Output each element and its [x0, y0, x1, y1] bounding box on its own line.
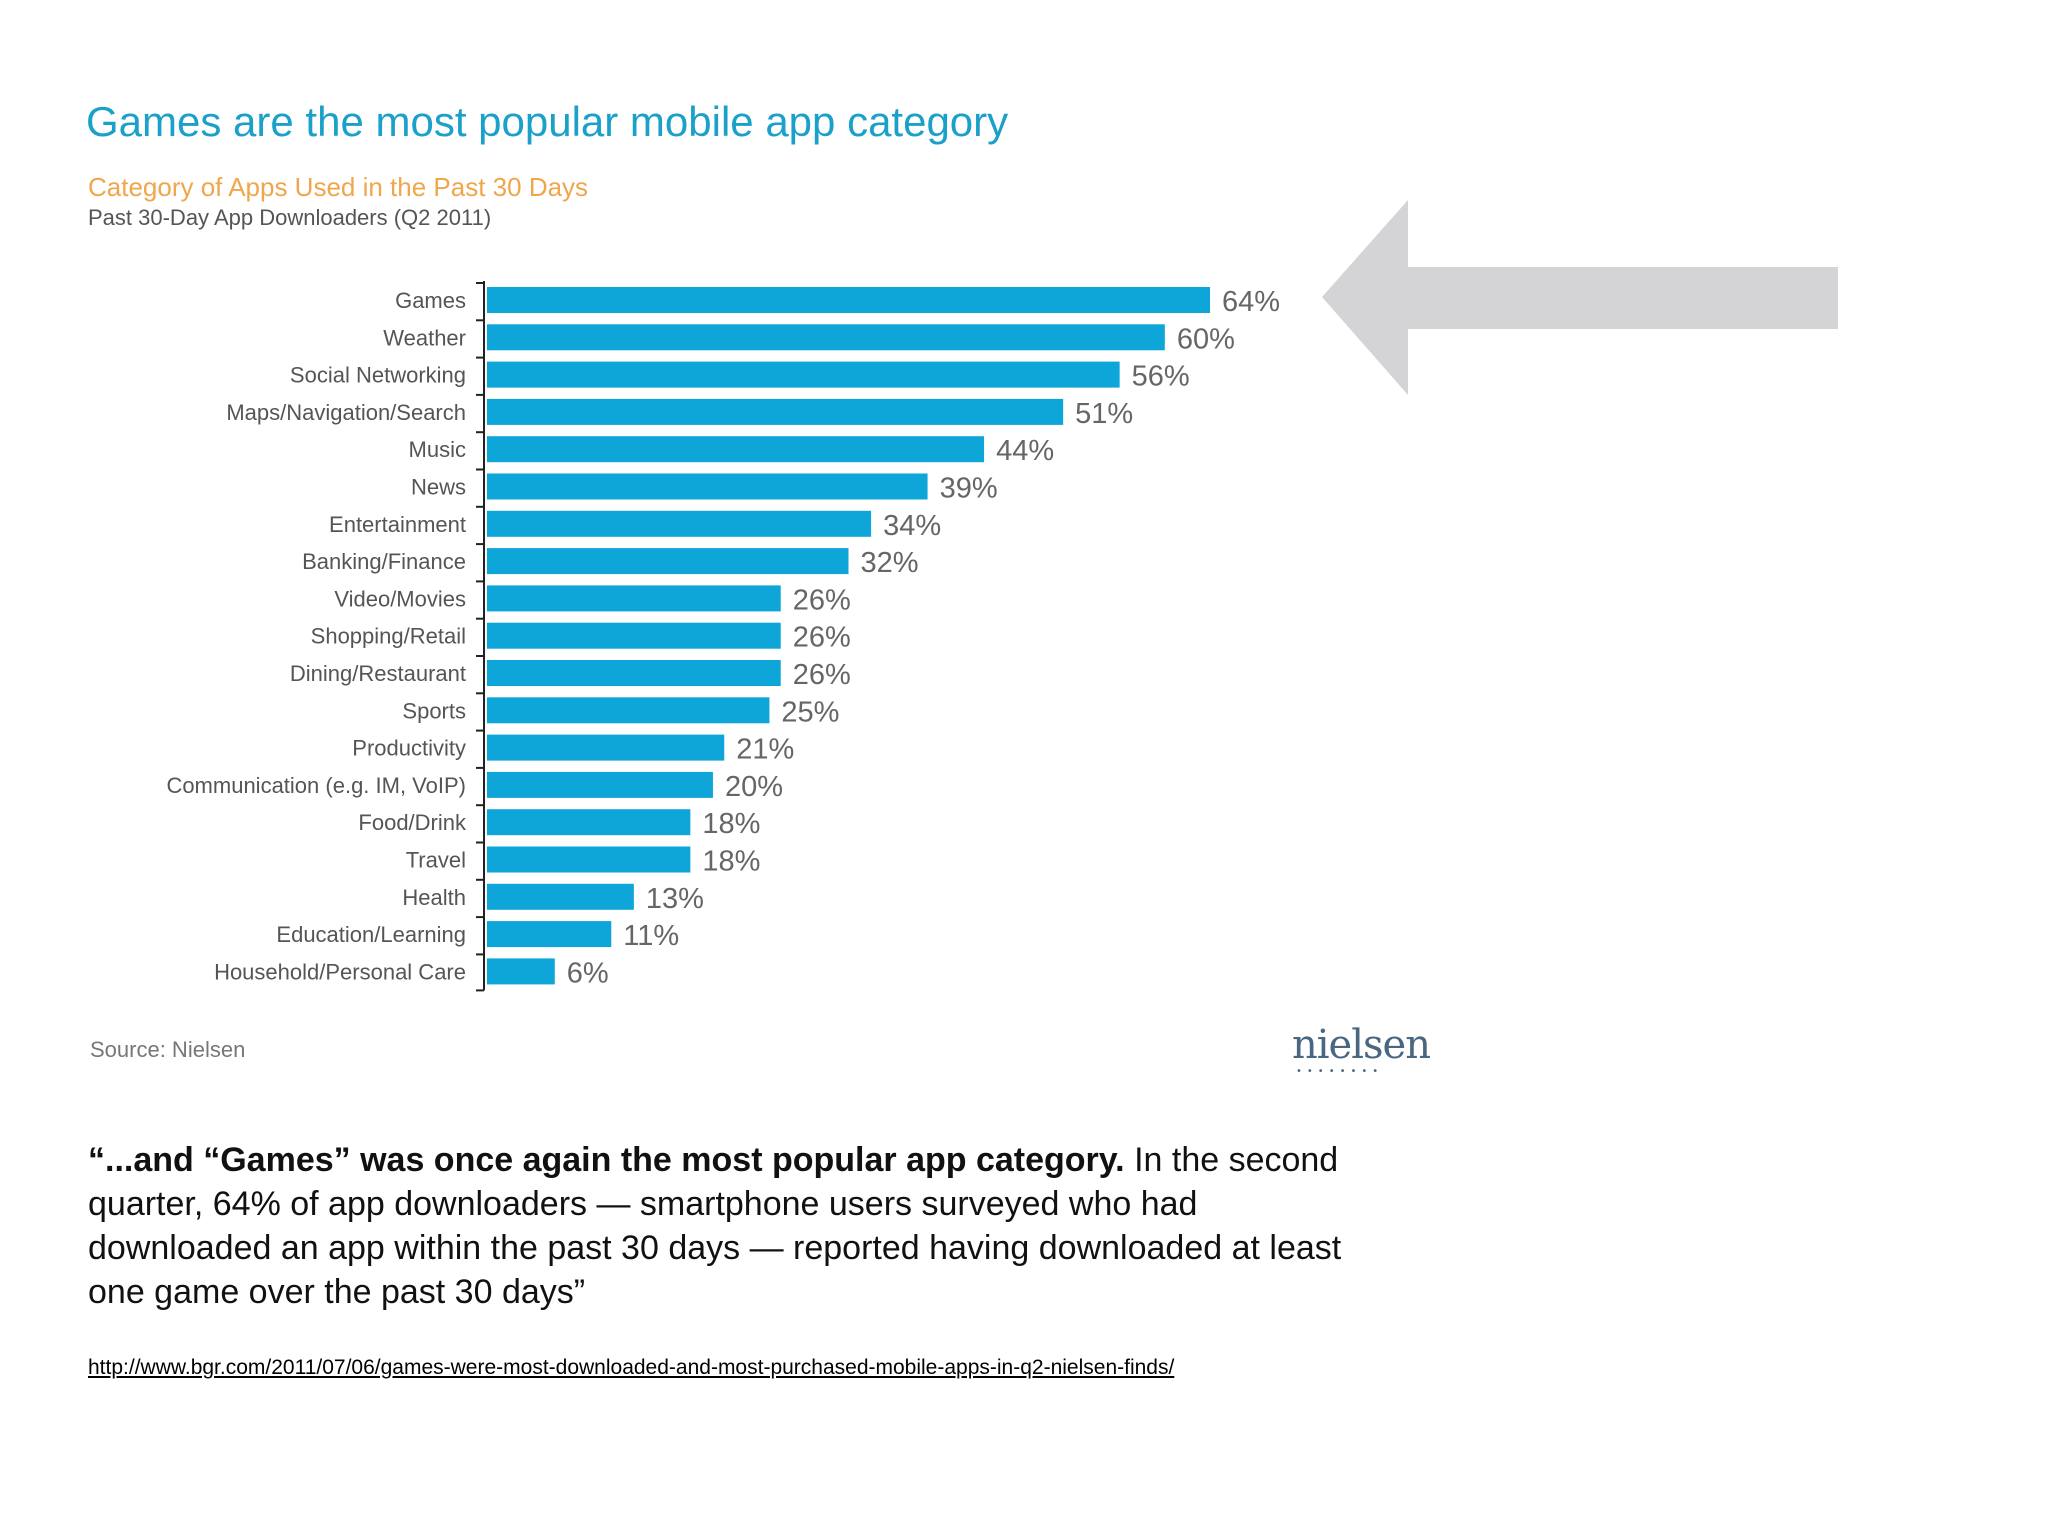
value-label: 13% [646, 883, 704, 915]
value-label: 6% [567, 957, 609, 989]
quote-body: In the second quarter, 64% of app downlo… [88, 1141, 1342, 1311]
value-label: 18% [702, 846, 760, 878]
value-label: 60% [1177, 323, 1235, 355]
value-label: 51% [1075, 398, 1133, 430]
value-label: 26% [793, 584, 851, 616]
value-label: 64% [1222, 286, 1280, 318]
category-label: Dining/Restaurant [290, 661, 466, 686]
category-label: Maps/Navigation/Search [226, 400, 466, 425]
bar [487, 548, 849, 575]
value-label: 32% [861, 547, 919, 579]
category-label: Productivity [352, 736, 466, 761]
bar [487, 660, 781, 686]
bar [487, 958, 555, 985]
value-label: 39% [940, 473, 998, 505]
bar [487, 436, 985, 463]
bar [487, 361, 1120, 388]
bar [487, 622, 781, 649]
bar [487, 697, 770, 724]
category-label: Food/Drink [358, 810, 467, 835]
value-label: 20% [725, 771, 783, 803]
chart-subtitle-period: Past 30-Day App Downloaders (Q2 2011) [88, 205, 492, 230]
category-label: Household/Personal Care [214, 959, 466, 984]
value-label: 34% [883, 510, 941, 542]
bar [487, 734, 725, 761]
category-label: Social Networking [290, 363, 466, 388]
category-label: Communication (e.g. IM, VoIP) [166, 773, 466, 798]
category-label: Games [395, 288, 466, 313]
value-label: 26% [793, 622, 851, 654]
arrow-left-icon [1322, 200, 1838, 395]
bar [487, 287, 1210, 313]
category-label: Travel [406, 848, 466, 873]
bar [487, 324, 1165, 351]
value-label: 18% [702, 808, 760, 840]
bar [487, 809, 691, 836]
category-label: News [411, 475, 466, 500]
bar [487, 585, 781, 612]
nielsen-logo: nielsen [1292, 1022, 1431, 1068]
value-label: 26% [793, 659, 851, 691]
bar [487, 883, 634, 910]
bar [487, 473, 928, 500]
category-label: Banking/Finance [302, 549, 466, 574]
chart-source: Source: Nielsen [90, 1037, 246, 1062]
category-label: Video/Movies [334, 586, 466, 611]
value-label: 25% [781, 696, 839, 728]
chart-title: Games are the most popular mobile app ca… [86, 98, 1009, 145]
bar [487, 510, 872, 537]
chart-subtitle: Category of Apps Used in the Past 30 Day… [88, 172, 589, 202]
bar [487, 846, 691, 873]
bar [487, 398, 1064, 425]
category-label: Music [409, 437, 466, 462]
quote-bold: “...and “Games” was once again the most … [88, 1141, 1125, 1179]
category-label: Health [402, 885, 466, 910]
source-link[interactable]: http://www.bgr.com/2011/07/06/games-were… [88, 1356, 1175, 1379]
value-label: 11% [623, 920, 679, 952]
category-label: Weather [383, 325, 466, 350]
category-label: Entertainment [329, 512, 466, 537]
value-label: 56% [1132, 361, 1190, 393]
value-label: 21% [736, 734, 794, 766]
category-label: Sports [402, 698, 466, 723]
quote-text: “...and “Games” was once again the most … [88, 1138, 1348, 1314]
value-label: 44% [996, 435, 1054, 467]
bar [487, 771, 713, 798]
category-label: Shopping/Retail [311, 624, 466, 649]
nielsen-logo-dots: •••••••• [1296, 1066, 1384, 1077]
bar [487, 921, 612, 948]
category-label: Education/Learning [276, 922, 466, 947]
